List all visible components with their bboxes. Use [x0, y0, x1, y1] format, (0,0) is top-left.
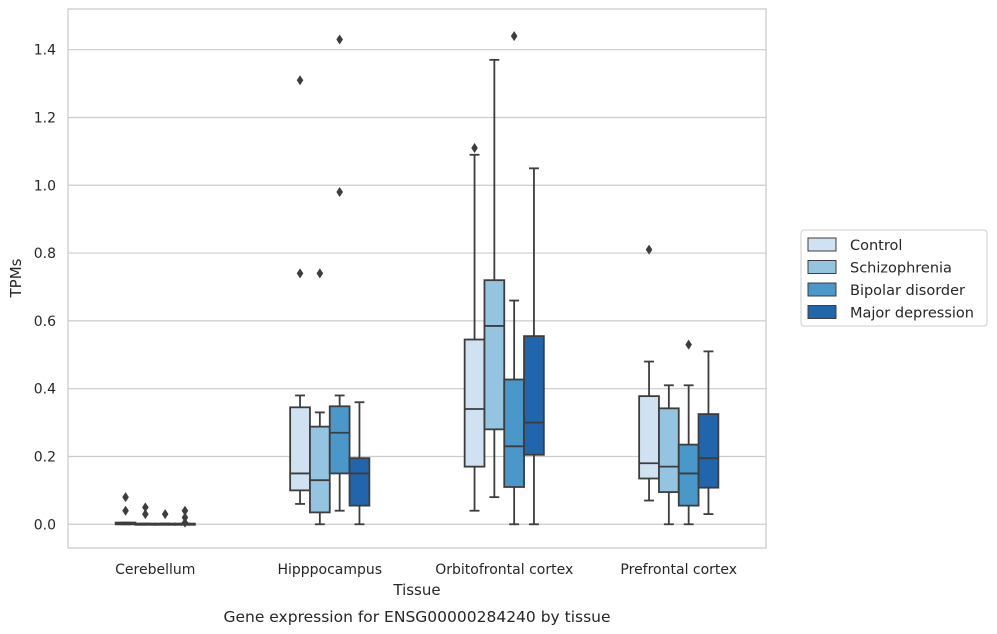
outlier-point	[296, 75, 304, 86]
outlier-point	[316, 268, 324, 279]
plot-frame	[67, 8, 767, 549]
outlier-point	[336, 34, 343, 45]
box-body	[483, 279, 506, 431]
legend-label: Major depression	[850, 306, 974, 322]
legend-label: Schizophrenia	[850, 261, 952, 277]
legend-swatch	[807, 237, 837, 252]
box-schizophrenia	[309, 268, 331, 526]
legend-swatch	[807, 305, 837, 319]
legend-swatch	[807, 282, 837, 297]
outlier-point	[161, 509, 169, 520]
box-control	[638, 244, 660, 502]
box-body	[328, 405, 351, 475]
box-control	[114, 492, 137, 526]
outlier-point	[336, 187, 343, 198]
box-major-depression	[523, 167, 545, 526]
box-schizophrenia	[134, 502, 157, 526]
x-tick-label: Cerebellum	[115, 562, 195, 578]
outlier-point	[645, 244, 653, 255]
box-major-depression	[697, 350, 720, 516]
y-tick-label: 0.8	[34, 246, 56, 262]
x-axis-label: Tissue	[392, 581, 440, 599]
box-major-depression	[348, 401, 371, 526]
box-body	[658, 407, 680, 493]
outlier-point	[181, 505, 189, 516]
box-bipolar-disorder	[503, 31, 525, 526]
box-schizophrenia	[483, 58, 506, 499]
box-bipolar-disorder	[154, 509, 176, 526]
outlier-point	[122, 505, 129, 516]
outlier-point	[296, 268, 304, 279]
legend-frame	[800, 229, 988, 327]
y-tick-label: 1.0	[34, 178, 56, 194]
y-axis-label: TPMs	[7, 258, 25, 298]
legend-label: Bipolar disorder	[850, 283, 965, 299]
box-major-depression	[174, 505, 196, 528]
legend-label: Control	[850, 238, 902, 254]
chart-caption: Gene expression for ENSG00000284240 by t…	[223, 608, 610, 626]
y-tick-label: 0.0	[34, 517, 56, 533]
box-bipolar-disorder	[677, 339, 700, 526]
y-tick-label: 0.6	[34, 314, 56, 330]
y-tick-label: 0.2	[34, 449, 56, 465]
outlier-point	[471, 142, 478, 153]
outlier-point	[181, 517, 189, 528]
box-control	[289, 75, 311, 505]
y-tick-label: 1.2	[34, 110, 56, 126]
box-body	[677, 443, 700, 507]
box-body	[638, 395, 660, 480]
x-tick-label: Prefrontal cortex	[620, 562, 737, 578]
x-tick-label: Hipppocampus	[277, 562, 382, 578]
box-body	[697, 413, 720, 489]
outlier-point	[142, 502, 149, 513]
box-body	[523, 335, 545, 456]
outlier-point	[510, 31, 518, 42]
outlier-point	[122, 492, 129, 503]
y-tick-labels: 0.0 0.2 0.4 0.6 0.8 1.0 1.2 1.4	[34, 43, 56, 534]
box-body	[463, 338, 486, 468]
box-schizophrenia	[658, 384, 680, 526]
outlier-point	[142, 509, 149, 520]
outlier-point	[181, 512, 189, 523]
box-bipolar-disorder	[328, 34, 351, 512]
box-body	[503, 378, 525, 488]
grid-lines	[68, 49, 766, 525]
y-tick-label: 0.4	[34, 382, 56, 398]
outlier-point	[685, 339, 692, 350]
legend: Control Schizophrenia Bipolar disorder Majo…	[800, 229, 988, 327]
box-control	[463, 142, 486, 512]
legend-swatch	[807, 260, 837, 274]
box-body	[309, 425, 331, 514]
box-body	[289, 406, 311, 492]
box-groups	[114, 31, 720, 528]
y-tick-label: 1.4	[34, 43, 56, 59]
x-tick-labels: Cerebellum Hipppocampus Orbitofrontal cort…	[115, 562, 737, 578]
x-tick-label: Orbitofrontal cortex	[435, 562, 573, 578]
box-body	[348, 457, 371, 507]
